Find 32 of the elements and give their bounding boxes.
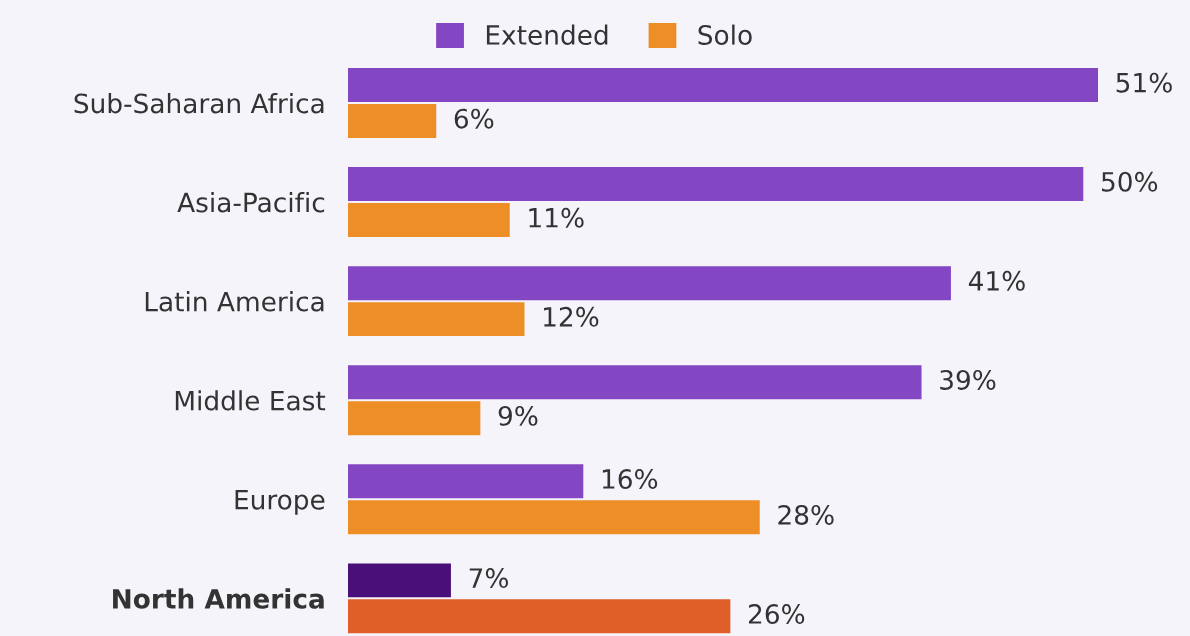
data-label: 11% — [529, 207, 584, 228]
bar — [348, 167, 1084, 202]
y-tick-label: Europe — [235, 490, 325, 515]
bar — [348, 500, 760, 535]
bar — [348, 365, 922, 400]
data-label: 51% — [1116, 72, 1172, 93]
legend-label: Solo — [698, 24, 752, 45]
data-label: 6% — [454, 108, 494, 129]
data-label: 50% — [1102, 171, 1158, 192]
y-tick-label: Sub-Saharan Africa — [74, 92, 324, 114]
bar — [348, 302, 525, 337]
data-label: 16% — [602, 469, 658, 489]
bar — [348, 401, 481, 436]
data-label: 12% — [544, 306, 599, 327]
bar — [348, 464, 584, 499]
data-label: 41% — [968, 270, 1025, 291]
y-tick-label: Latin America — [145, 291, 324, 312]
y-tick-label: Asia-Pacific — [177, 192, 325, 213]
bar — [348, 563, 451, 598]
bar — [348, 266, 951, 301]
bar — [348, 68, 1098, 103]
data-label: 7% — [469, 568, 509, 589]
data-label: 39% — [940, 369, 996, 390]
data-label: 9% — [498, 405, 538, 426]
data-label: 26% — [748, 604, 805, 624]
legend-label: Extended — [486, 24, 608, 45]
y-tick-label: North America — [113, 588, 324, 609]
data-label: 28% — [778, 504, 834, 525]
bar — [348, 599, 731, 634]
bar — [348, 103, 437, 138]
bar — [348, 203, 510, 238]
y-tick-label: Middle East — [175, 390, 326, 411]
